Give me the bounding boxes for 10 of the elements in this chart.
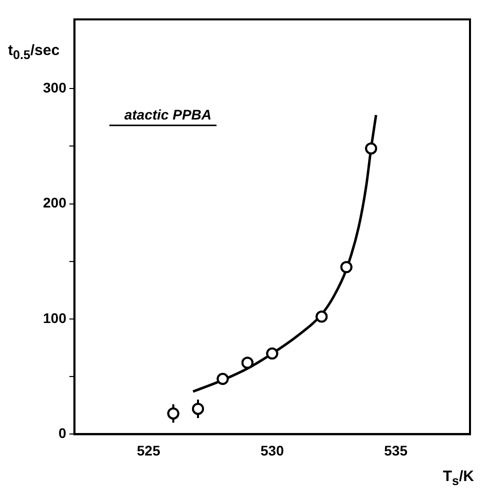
x-tick-label: 530 <box>260 442 284 458</box>
y-tick-label: 100 <box>43 310 67 326</box>
y-axis-title: t$_{0.5}$/sec <box>8 42 60 62</box>
y-tick-label: 200 <box>43 194 67 211</box>
y-tick-label: 300 <box>43 79 67 96</box>
x-tick-label: 535 <box>384 442 408 458</box>
x-tick-label: 525 <box>136 442 160 458</box>
y-tick-label: 0 <box>58 425 67 442</box>
annotation: atactic PPBA <box>124 106 212 122</box>
x-axis-title: T$_{s}$/K <box>442 468 474 488</box>
